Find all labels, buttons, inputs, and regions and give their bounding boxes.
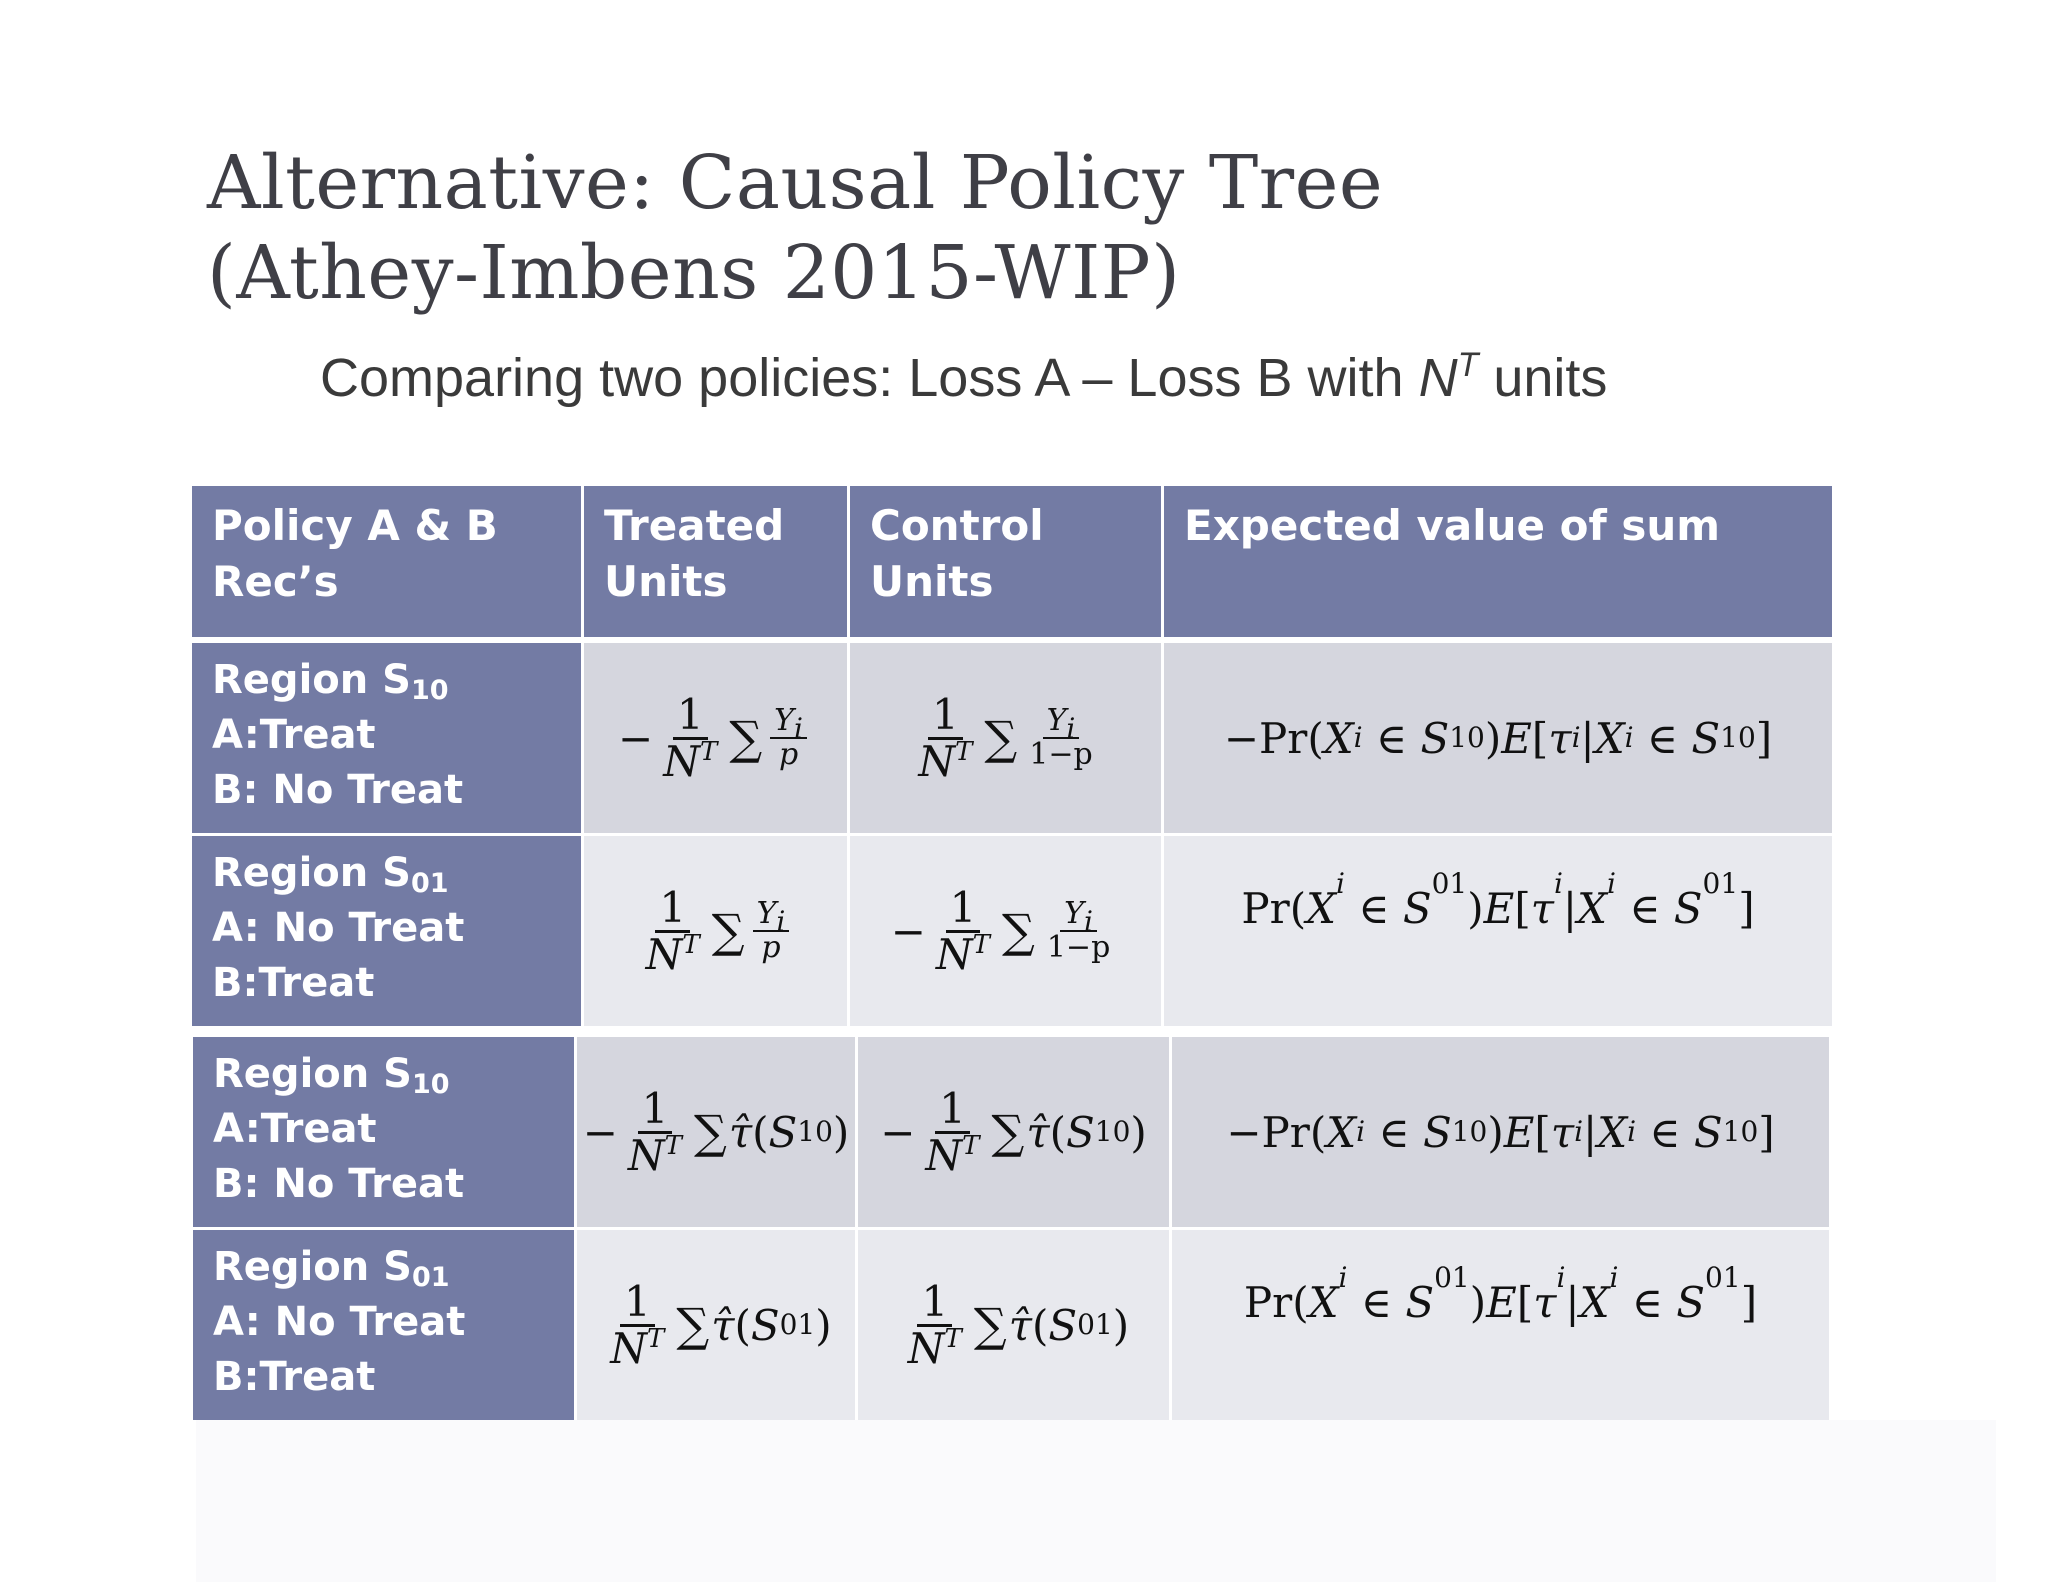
title-line-2: (Athey-Imbens 2015-WIP): [207, 230, 1181, 316]
row-3-control: − 1 NT ∑ τ̂(S 10): [858, 1037, 1169, 1227]
row-1-b: B: No Treat: [212, 767, 464, 813]
title-line-1: Alternative: Causal Policy Tree: [207, 140, 1384, 226]
subtitle: Comparing two policies: Loss A – Loss B …: [320, 338, 1820, 418]
row-4-label: Region S01 A: No Treat B:Treat: [193, 1230, 574, 1420]
row-4-treated: 1 NT ∑ τ̂(S 01): [577, 1230, 855, 1420]
row-3-a: A:Treat: [213, 1106, 377, 1152]
row-1-region: Region S10: [212, 657, 449, 706]
header-treated-line1: Treated: [604, 501, 785, 550]
slide-title: Alternative: Causal Policy Tree (Athey-I…: [207, 138, 1907, 318]
header-treated: Treated Units: [584, 486, 847, 637]
header-policy-line1: Policy A & B: [212, 501, 498, 550]
row-4-b: B:Treat: [213, 1354, 376, 1400]
row-4-region: Region S01: [213, 1244, 450, 1293]
row-1-treated: − 1 NT ∑ Yi p: [584, 643, 847, 833]
row-4-control: 1 NT ∑ τ̂(S 01): [858, 1230, 1169, 1420]
lower-blank-area: [196, 1420, 1996, 1582]
row-3-b: B: No Treat: [213, 1161, 465, 1207]
row-2-control: − 1 NT ∑ Yi 1−p: [850, 836, 1161, 1026]
row-2-treated: 1 NT ∑ Yi p: [584, 836, 847, 1026]
row-1-label: Region S10 A:Treat B: No Treat: [192, 643, 581, 833]
header-policy: Policy A & B Rec’s: [192, 486, 581, 637]
header-control: Control Units: [850, 486, 1161, 637]
row-3-label: Region S10 A:Treat B: No Treat: [193, 1037, 574, 1227]
subtitle-sup: T: [1457, 346, 1479, 384]
subtitle-text: Comparing two policies: Loss A – Loss B …: [320, 348, 1404, 408]
header-expected: Expected value of sum: [1164, 486, 1832, 637]
row-4-a: A: No Treat: [213, 1299, 466, 1345]
row-1-control: 1 NT ∑ Yi 1−p: [850, 643, 1161, 833]
row-2-a: A: No Treat: [212, 905, 465, 951]
header-expected-line1: Expected value of sum: [1184, 501, 1721, 550]
subtitle-tail: units: [1493, 348, 1608, 408]
row-2-b: B:Treat: [212, 960, 375, 1006]
row-2-region: Region S01: [212, 850, 449, 899]
header-control-line1: Control: [870, 501, 1044, 550]
row-1-a: A:Treat: [212, 712, 376, 758]
header-control-line2: Units: [870, 557, 994, 606]
row-3-region: Region S10: [213, 1051, 450, 1100]
subtitle-var: N: [1418, 348, 1458, 408]
header-policy-line2: Rec’s: [212, 557, 339, 606]
header-treated-line2: Units: [604, 557, 728, 606]
row-2-label: Region S01 A: No Treat B:Treat: [192, 836, 581, 1026]
row-3-treated: − 1 NT ∑ τ̂(S 10): [577, 1037, 855, 1227]
